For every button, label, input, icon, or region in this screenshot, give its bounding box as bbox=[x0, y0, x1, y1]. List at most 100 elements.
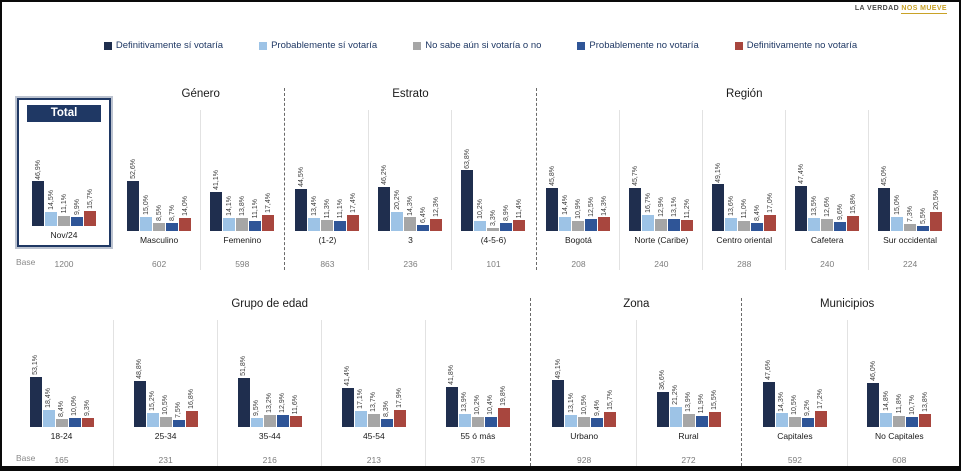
bar bbox=[471, 417, 484, 427]
bar-group: 49,1% 13,6% 11,0% 8,4% 17,0% bbox=[712, 133, 777, 231]
chart-base-value: 375 bbox=[470, 455, 486, 465]
chart-category-label: Urbano bbox=[570, 431, 599, 441]
section-g-nero: Género 52,6% 15,0% 8,5% 8,7% 14,0% Masculino 60… bbox=[118, 88, 283, 270]
bar-column: 11,4% bbox=[513, 198, 526, 231]
bar bbox=[880, 412, 893, 427]
bar-value-label: 16,7% bbox=[644, 193, 652, 214]
chart-base-value: 224 bbox=[902, 259, 918, 269]
section-grupo-de-edad: Grupo de edad 53,1% 18,4% 8,4% 10,0% 9,3% 18-2… bbox=[10, 298, 529, 466]
bar-column: 13,9% bbox=[682, 392, 695, 427]
legend-label: Definitivamente sí votaría bbox=[115, 40, 224, 51]
bar-value-label: 11,4% bbox=[515, 198, 523, 219]
bar-value-label: 7,3% bbox=[906, 206, 914, 223]
bar-value-label: 17,2% bbox=[817, 388, 825, 409]
chart-base-value: 288 bbox=[737, 259, 752, 269]
bar-value-label: 8,7% bbox=[168, 204, 176, 221]
chart-category-label: Rural bbox=[678, 431, 699, 441]
bar bbox=[367, 414, 380, 427]
chart-category-label: 45-54 bbox=[362, 431, 385, 441]
bar-column: 11,1% bbox=[334, 199, 347, 231]
bar-value-label: 11,8% bbox=[895, 394, 903, 414]
bar bbox=[127, 181, 140, 231]
section-title: Zona bbox=[623, 298, 650, 310]
bar bbox=[250, 418, 263, 427]
legend-label: Definitivamente no votaría bbox=[746, 40, 858, 51]
bar bbox=[834, 221, 847, 231]
bar-value-label: 8,4% bbox=[753, 205, 761, 221]
bar bbox=[500, 222, 513, 231]
mini-chart: 41,4% 17,1% 13,7% 8,3% 17,9% 45-54 213 bbox=[321, 320, 425, 466]
bar-column: 11,8% bbox=[893, 394, 906, 427]
bar-value-label: 13,8% bbox=[921, 392, 929, 412]
bar bbox=[393, 410, 406, 427]
bar bbox=[334, 220, 347, 231]
bar bbox=[906, 416, 919, 427]
bar bbox=[71, 216, 83, 226]
bar-column: 6,4% bbox=[417, 207, 430, 231]
mini-chart: 51,8% 9,5% 13,2% 12,9% 11,6% 35-44 216 bbox=[217, 320, 321, 466]
bar-value-label: 45,7% bbox=[631, 165, 639, 186]
bar bbox=[81, 418, 94, 427]
bar-value-label: 46,2% bbox=[380, 165, 388, 186]
bar-value-label: 15,0% bbox=[142, 194, 150, 215]
chart-category-label: Sur occidental bbox=[883, 235, 938, 245]
chart-base-value: 592 bbox=[787, 455, 802, 465]
bar-column: 12,9% bbox=[276, 393, 289, 427]
section-divider bbox=[530, 298, 532, 466]
bar bbox=[808, 218, 821, 231]
bar-value-label: 49,1% bbox=[554, 358, 562, 379]
bar-column: 41,1% bbox=[210, 170, 223, 231]
bar-column: 12,9% bbox=[655, 197, 668, 231]
mini-chart: 45,0% 15,0% 7,3% 5,5% 20,5% Sur occidental 224 bbox=[868, 110, 951, 270]
bar bbox=[380, 419, 393, 427]
bar bbox=[430, 219, 443, 231]
bar-column: 9,6% bbox=[834, 204, 847, 231]
chart-base-value: 598 bbox=[235, 259, 250, 269]
bar bbox=[559, 217, 572, 231]
bar bbox=[29, 376, 42, 427]
bar-value-label: 44,5% bbox=[297, 166, 305, 187]
bar-column: 46,9% bbox=[32, 160, 44, 226]
bar-column: 10,9% bbox=[572, 199, 585, 231]
bar bbox=[84, 211, 96, 226]
bar-column: 17,1% bbox=[354, 389, 367, 427]
bar-column: 45,8% bbox=[546, 166, 559, 231]
mini-chart: 46,2% 20,2% 14,3% 6,4% 12,3% 3 236 bbox=[368, 110, 451, 270]
bar bbox=[276, 414, 289, 427]
chart-category-label: Centro oriental bbox=[716, 235, 773, 245]
bar-value-label: 15,5% bbox=[711, 390, 719, 411]
bar bbox=[295, 188, 308, 231]
bar-column: 20,5% bbox=[930, 190, 943, 231]
bar-value-label: 15,0% bbox=[893, 194, 901, 215]
bar-value-label: 19,8% bbox=[500, 386, 508, 407]
bar-group: 45,0% 15,0% 7,3% 5,5% 20,5% bbox=[878, 133, 943, 231]
chart-category-label: Cafetera bbox=[810, 235, 844, 245]
bar bbox=[185, 411, 198, 427]
section-title: Estrato bbox=[392, 88, 429, 100]
bar-value-label: 13,4% bbox=[310, 196, 318, 217]
brand-logo: LA VERDAD NOS MUEVE bbox=[855, 5, 947, 14]
bar-value-label: 10,2% bbox=[474, 395, 482, 416]
bar-column: 7,5% bbox=[172, 402, 185, 427]
bar-column: 10,5% bbox=[578, 395, 591, 427]
bar-column: 9,4% bbox=[591, 400, 604, 427]
bar-group: 46,0% 14,8% 11,8% 10,7% 13,8% bbox=[867, 329, 932, 427]
legend-item: Probablemente no votaría bbox=[577, 40, 699, 51]
bar bbox=[210, 192, 223, 231]
legend-label: No sabe aún si votaría o no bbox=[425, 40, 542, 51]
bar bbox=[249, 220, 262, 231]
bar bbox=[223, 217, 236, 231]
chart-category-label: Bogotá bbox=[564, 235, 592, 245]
section-charts: 53,1% 18,4% 8,4% 10,0% 9,3% 18-24 165 48,8% 15,2… bbox=[10, 320, 529, 466]
bar-column: 11,0% bbox=[738, 199, 751, 231]
bar-column: 14,1% bbox=[223, 196, 236, 231]
section-regi-n: Región 45,8% 14,4% 10,9% 12,5% 14,3% Bogotá 208… bbox=[538, 88, 952, 270]
bar-column: 13,8% bbox=[919, 392, 932, 427]
bar bbox=[42, 409, 55, 427]
bar bbox=[565, 414, 578, 427]
bar-column: 63,8% bbox=[461, 149, 474, 231]
chart-category-label: Masculino bbox=[139, 235, 179, 245]
bar-value-label: 12,5% bbox=[587, 197, 595, 218]
bar-column: 48,8% bbox=[133, 359, 146, 427]
bar-column: 46,2% bbox=[378, 165, 391, 231]
